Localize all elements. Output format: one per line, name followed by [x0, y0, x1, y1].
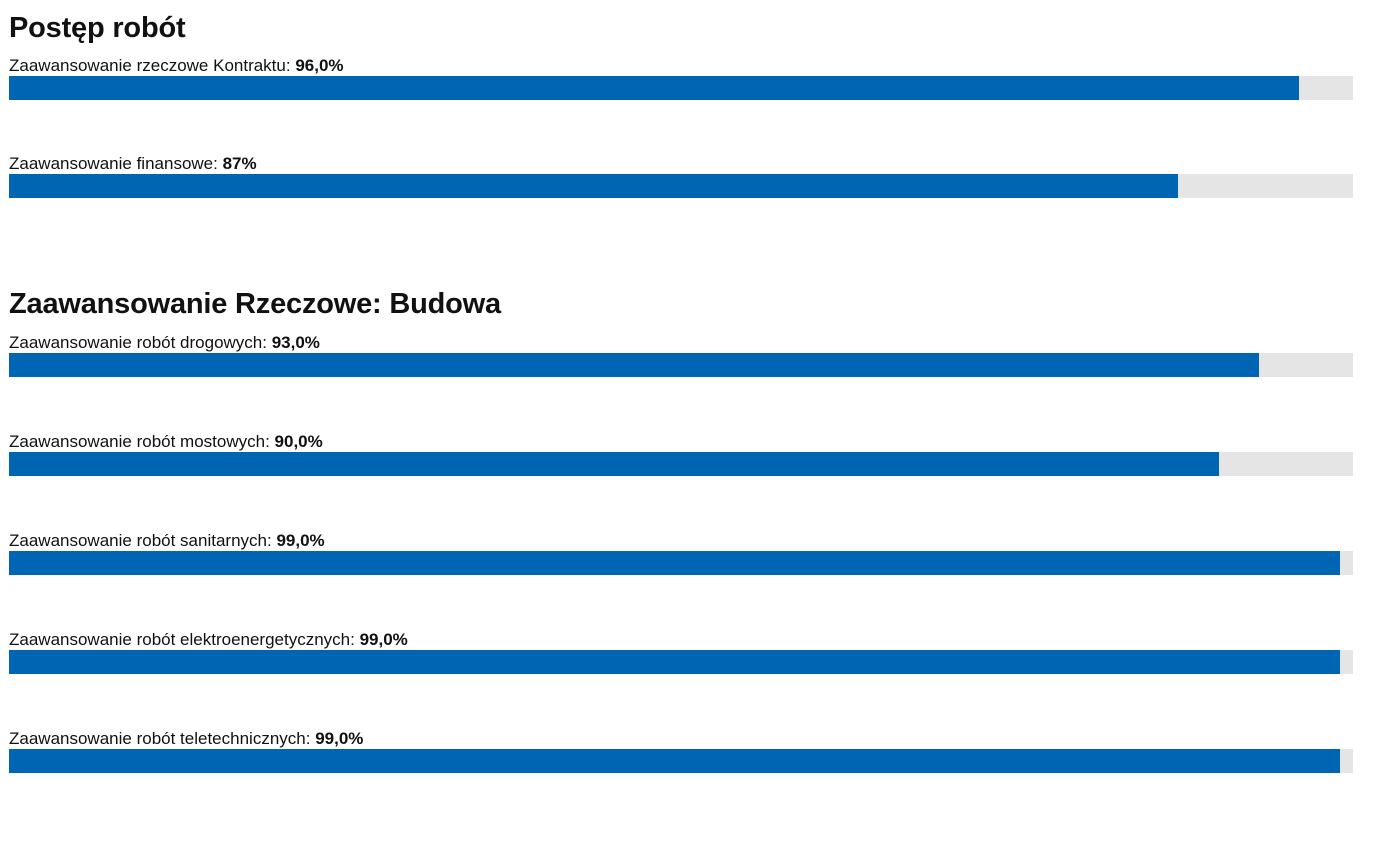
progress-bar: [9, 551, 1353, 575]
progress-label: Zaawansowanie robót teletechnicznych: 99…: [9, 729, 1353, 749]
progress-label: Zaawansowanie robót mostowych: 90,0%: [9, 432, 1353, 452]
progress-item-contract-physical: Zaawansowanie rzeczowe Kontraktu: 96,0%: [9, 56, 1353, 100]
progress-bar-fill: [9, 551, 1340, 575]
progress-label: Zaawansowanie finansowe: 87%: [9, 154, 1353, 174]
progress-value: 99,0%: [315, 729, 364, 748]
progress-bar: [9, 353, 1353, 377]
progress-item-financial: Zaawansowanie finansowe: 87%: [9, 154, 1353, 198]
section-title: Postęp robót: [9, 12, 186, 44]
progress-label-text: Zaawansowanie finansowe:: [9, 154, 223, 173]
progress-value: 90,0%: [274, 432, 323, 451]
progress-bar-fill: [9, 749, 1340, 773]
progress-label-text: Zaawansowanie robót drogowych:: [9, 333, 272, 352]
progress-item-road-works: Zaawansowanie robót drogowych: 93,0%: [9, 333, 1353, 377]
progress-item-telecom-works: Zaawansowanie robót teletechnicznych: 99…: [9, 729, 1353, 773]
progress-bar: [9, 650, 1353, 674]
progress-bar-fill: [9, 452, 1219, 476]
progress-item-sanitary-works: Zaawansowanie robót sanitarnych: 99,0%: [9, 531, 1353, 575]
progress-bar: [9, 749, 1353, 773]
progress-value: 87%: [222, 154, 257, 173]
progress-label-text: Zaawansowanie robót elektroenergetycznyc…: [9, 630, 360, 649]
progress-label-text: Zaawansowanie rzeczowe Kontraktu:: [9, 56, 296, 75]
progress-value: 99,0%: [276, 531, 325, 550]
progress-bar: [9, 452, 1353, 476]
progress-value: 96,0%: [295, 56, 344, 75]
progress-bar: [9, 76, 1353, 100]
progress-label: Zaawansowanie rzeczowe Kontraktu: 96,0%: [9, 56, 1353, 76]
progress-item-bridge-works: Zaawansowanie robót mostowych: 90,0%: [9, 432, 1353, 476]
progress-bar-fill: [9, 76, 1300, 100]
section-work-progress: Postęp robót Zaawansowanie rzeczowe Kont…: [9, 0, 1380, 198]
progress-bar-fill: [9, 650, 1340, 674]
section-construction-progress: Zaawansowanie Rzeczowe: Budowa Zaawansow…: [9, 288, 1380, 773]
progress-label: Zaawansowanie robót elektroenergetycznyc…: [9, 630, 1353, 650]
progress-label: Zaawansowanie robót sanitarnych: 99,0%: [9, 531, 1353, 551]
section-title: Zaawansowanie Rzeczowe: Budowa: [9, 288, 501, 320]
progress-label-text: Zaawansowanie robót teletechnicznych:: [9, 729, 316, 748]
progress-label-text: Zaawansowanie robót sanitarnych:: [9, 531, 277, 550]
progress-value: 93,0%: [271, 333, 320, 352]
progress-label-text: Zaawansowanie robót mostowych:: [9, 432, 275, 451]
progress-item-electrical-works: Zaawansowanie robót elektroenergetycznyc…: [9, 630, 1353, 674]
progress-label: Zaawansowanie robót drogowych: 93,0%: [9, 333, 1353, 353]
progress-bar: [9, 174, 1353, 198]
progress-bar-fill: [9, 174, 1179, 198]
progress-bar-fill: [9, 353, 1259, 377]
progress-value: 99,0%: [359, 630, 408, 649]
